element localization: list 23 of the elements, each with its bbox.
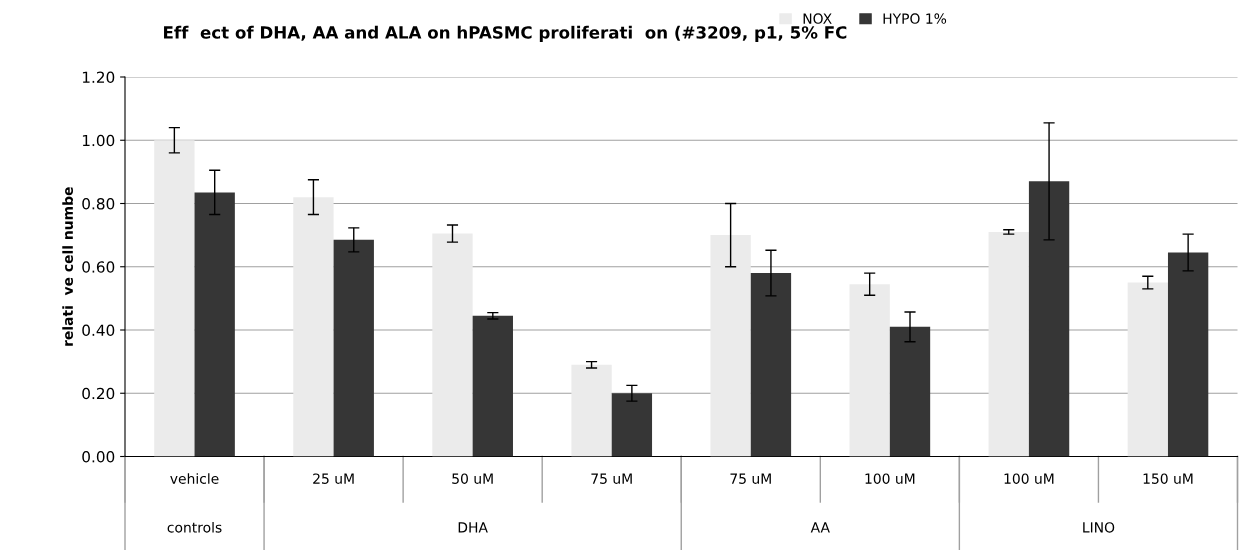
text: controls <box>167 521 222 533</box>
legend-label: HYPO 1% <box>883 13 947 24</box>
x-tick-label: 150 uM <box>1143 473 1193 484</box>
text: DHA <box>458 522 488 533</box>
y-tick-label: 0.60 <box>82 261 115 273</box>
x-tick-label: 100 uM <box>1004 473 1054 484</box>
legend-label: NOX <box>803 13 832 24</box>
y-tick-label: 1.00 <box>82 134 115 147</box>
x-tick-label: 50 uM <box>452 473 493 484</box>
x-tick-label: 100 uM <box>865 473 915 484</box>
y-tick-label: 1.20 <box>82 71 115 84</box>
y-axis-title: relati ve cell numbe <box>62 187 74 346</box>
x-tick-label: 25 uM <box>313 473 354 484</box>
y-tick-label: 0.20 <box>82 387 115 400</box>
y-tick-label: 0.40 <box>82 324 115 337</box>
text: LINO <box>1083 522 1115 533</box>
x-tick-label: 75 uM <box>591 473 632 484</box>
x-tick-label: vehicle <box>170 473 219 484</box>
y-tick-label: 0.00 <box>82 450 115 463</box>
y-tick-label: 0.80 <box>82 197 115 210</box>
x-tick-label: 75 uM <box>730 473 771 484</box>
chart-title: Eff ect of DHA, AA and ALA on hPASMC proliferati on (#3209, p1, 5% FC <box>164 25 847 42</box>
text: AA <box>810 522 830 533</box>
